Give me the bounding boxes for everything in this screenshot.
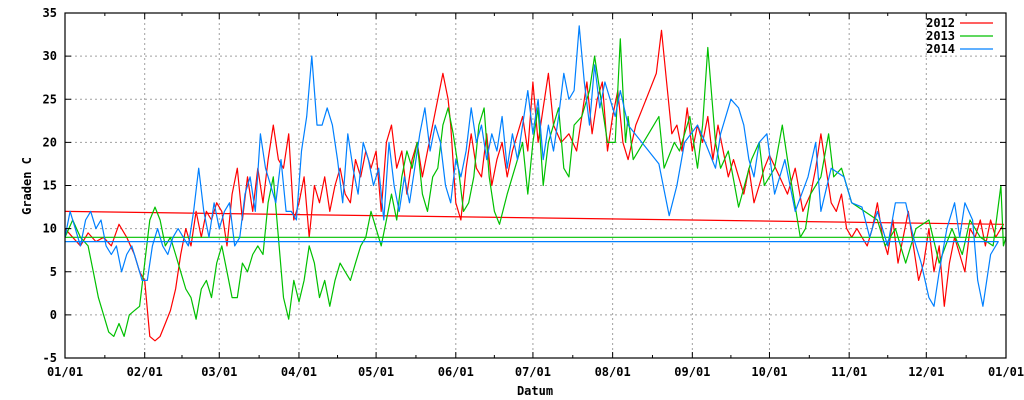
x-tick-label: 10/01	[751, 365, 787, 379]
y-tick-label: 10	[43, 222, 57, 236]
y-tick-label: 35	[43, 6, 57, 20]
x-tick-label: 08/01	[595, 365, 631, 379]
y-tick-label: 0	[50, 308, 57, 322]
x-tick-label: 06/01	[438, 365, 474, 379]
x-tick-label: 09/01	[674, 365, 710, 379]
x-tick-label: 07/01	[515, 365, 551, 379]
legend-label-2014: 2014	[926, 42, 955, 56]
y-tick-label: 30	[43, 49, 57, 63]
legend-label-2013: 2013	[926, 29, 955, 43]
x-tick-label: 05/01	[358, 365, 394, 379]
y-tick-label: -5	[43, 351, 57, 365]
x-axis-label: Datum	[517, 384, 553, 398]
y-tick-label: 15	[43, 179, 57, 193]
series-line-2013	[64, 38, 1007, 337]
legend-label-2012: 2012	[926, 16, 955, 30]
x-tick-label: 04/01	[281, 365, 317, 379]
x-tick-label: 11/01	[831, 365, 867, 379]
series-line-2014	[64, 25, 999, 307]
gridlines	[65, 13, 1006, 358]
series-lines	[64, 25, 1007, 342]
y-tick-label: 25	[43, 92, 57, 106]
axis-ticks: -5 0 5 10 15 20 25 30 35 01/01 02/01 03/01 04/01 05/0…	[43, 6, 1024, 379]
x-tick-label: 12/01	[908, 365, 944, 379]
y-tick-label: 5	[50, 265, 57, 279]
x-tick-label: 01/01	[47, 365, 83, 379]
x-tick-label: 02/01	[127, 365, 163, 379]
x-tick-label: 01/01	[988, 365, 1024, 379]
y-axis-label: Graden C	[20, 157, 34, 215]
y-tick-label: 20	[43, 135, 57, 149]
x-tick-label: 03/01	[201, 365, 237, 379]
series-line-2012	[64, 29, 1005, 342]
